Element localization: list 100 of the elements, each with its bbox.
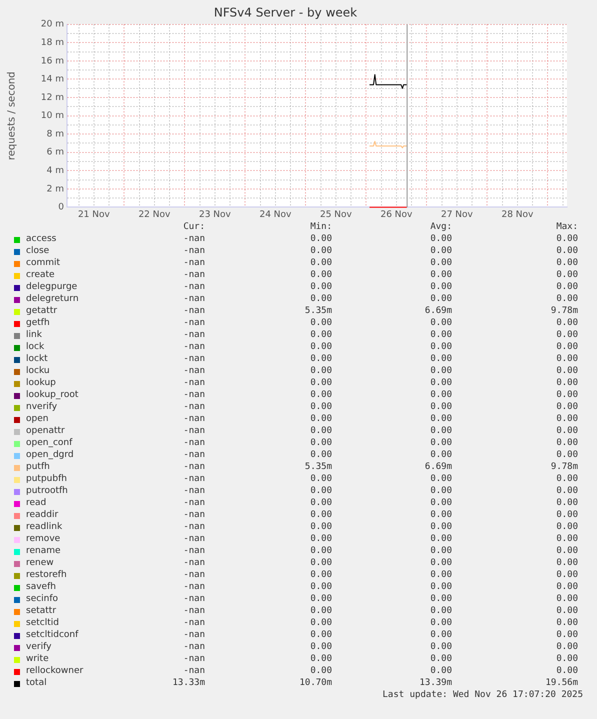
text: 0.00 <box>556 666 578 676</box>
text: -nan <box>183 522 205 532</box>
text: 0.00 <box>430 318 452 328</box>
text: 0.00 <box>556 630 578 640</box>
text: 0.00 <box>310 342 332 352</box>
text: 0.00 <box>310 378 332 388</box>
legend-label: open <box>26 414 48 424</box>
text: 0.00 <box>430 414 452 424</box>
text: 10.70m <box>299 678 332 688</box>
text: 0.00 <box>310 258 332 268</box>
x-tick-label: 26 Nov <box>380 210 414 220</box>
text: -nan <box>183 282 205 292</box>
y-tick-label: 6 m <box>46 148 64 158</box>
text: 0.00 <box>430 354 452 364</box>
text: -nan <box>183 546 205 556</box>
legend-label: readlink <box>26 522 62 532</box>
text: 0.00 <box>310 534 332 544</box>
text: 0.00 <box>430 438 452 448</box>
text: 0.00 <box>430 654 452 664</box>
y-tick-label: 2 m <box>46 184 64 194</box>
text: -nan <box>183 414 205 424</box>
text: 0.00 <box>556 366 578 376</box>
text: 0.00 <box>310 582 332 592</box>
text: 0.00 <box>310 570 332 580</box>
text: 0.00 <box>556 594 578 604</box>
text: 0.00 <box>430 270 452 280</box>
text: 0.00 <box>430 366 452 376</box>
text: 0.00 <box>310 558 332 568</box>
text: 5.35m <box>304 306 332 316</box>
text: 0.00 <box>556 402 578 412</box>
text: 0.00 <box>556 534 578 544</box>
text: 13.33m <box>172 678 205 688</box>
text: -nan <box>183 294 205 304</box>
text: 0.00 <box>310 546 332 556</box>
text: -nan <box>183 558 205 568</box>
text: 0.00 <box>556 654 578 664</box>
x-tick-label: 22 Nov <box>138 210 171 220</box>
y-tick-label: 16 m <box>40 56 64 66</box>
text: 0.00 <box>556 258 578 268</box>
legend-label: read <box>26 498 46 508</box>
text: 6.69m <box>424 306 452 316</box>
text: 0.00 <box>556 246 578 256</box>
text: 0.00 <box>430 582 452 592</box>
text: 0.00 <box>556 330 578 340</box>
text: -nan <box>183 342 205 352</box>
text: 6.69m <box>424 462 452 472</box>
text: -nan <box>183 642 205 652</box>
text: 0.00 <box>430 594 452 604</box>
text: 0.00 <box>430 402 452 412</box>
text: Last update: Wed Nov 26 17:07:20 2025 <box>382 690 583 700</box>
text: 0.00 <box>310 498 332 508</box>
text: 0.00 <box>310 510 332 520</box>
text: 0.00 <box>310 438 332 448</box>
y-tick-label: 18 m <box>40 38 64 48</box>
text: -nan <box>183 498 205 508</box>
legend-label: verify <box>26 642 52 652</box>
text: 0.00 <box>556 606 578 616</box>
text: 0.00 <box>430 282 452 292</box>
text: 0.00 <box>430 294 452 304</box>
x-tick-label: 27 Nov <box>440 210 474 220</box>
legend-label: delegreturn <box>26 294 79 304</box>
legend-label: lock <box>26 342 44 352</box>
text: 0.00 <box>430 558 452 568</box>
legend-label: commit <box>26 258 60 268</box>
text: -nan <box>183 318 205 328</box>
legend-label: putpubfh <box>26 474 67 484</box>
text: 0.00 <box>310 426 332 436</box>
legend-label: openattr <box>26 426 65 436</box>
y-tick-label: 0 <box>58 202 64 213</box>
legend-label: lockt <box>26 354 48 364</box>
legend-label: nverify <box>26 402 58 412</box>
text: -nan <box>183 438 205 448</box>
text: 0.00 <box>310 486 332 496</box>
text: 0.00 <box>430 342 452 352</box>
text: Min: <box>310 222 332 232</box>
text: -nan <box>183 450 205 460</box>
legend-label: putfh <box>26 462 50 472</box>
text: 0.00 <box>556 486 578 496</box>
text: 0.00 <box>430 390 452 400</box>
text: -nan <box>183 510 205 520</box>
y-axis-title: requests / second <box>6 71 18 160</box>
text: 0.00 <box>310 450 332 460</box>
text: 0.00 <box>556 618 578 628</box>
text: -nan <box>183 486 205 496</box>
legend-label: link <box>26 330 42 340</box>
text: Avg: <box>430 222 452 232</box>
text: 19.56m <box>545 678 578 688</box>
text: 0.00 <box>310 522 332 532</box>
text: -nan <box>183 354 205 364</box>
legend-label: create <box>26 270 55 280</box>
legend-label: setattr <box>26 606 56 616</box>
text: 0.00 <box>310 618 332 628</box>
y-tick-label: 10 m <box>40 111 64 122</box>
text: 0.00 <box>310 234 332 244</box>
text: 0.00 <box>310 642 332 652</box>
text: 0.00 <box>310 354 332 364</box>
text: -nan <box>183 234 205 244</box>
text: 0.00 <box>430 378 452 388</box>
text: 0.00 <box>430 234 452 244</box>
text: 0.00 <box>430 642 452 652</box>
